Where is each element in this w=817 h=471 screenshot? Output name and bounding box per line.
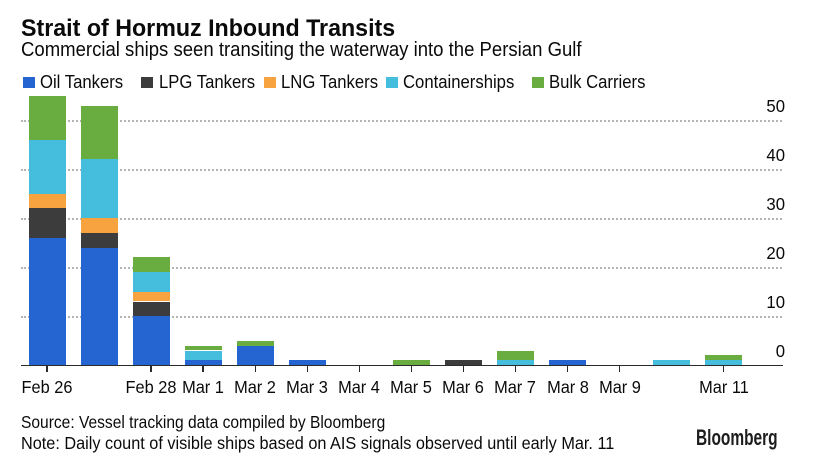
y-axis-label-30: 30 bbox=[765, 194, 785, 214]
x-axis-label-mar-1: Mar 1 bbox=[182, 377, 225, 397]
x-axis-label-mar-11: Mar 11 bbox=[698, 377, 749, 397]
bar-feb-27-lng-tankers bbox=[80, 218, 118, 233]
bloomberg-logo: Bloomberg bbox=[695, 425, 778, 450]
x-axis-line bbox=[21, 364, 783, 366]
bar-mar-6-lpg-tankers bbox=[444, 360, 482, 366]
bar-feb-28-oil-tankers bbox=[132, 316, 170, 366]
legend-label-oil-tankers: Oil Tankers bbox=[40, 71, 124, 92]
x-axis-label-mar-5: Mar 5 bbox=[390, 377, 433, 397]
bar-feb-26-bulk-carriers bbox=[28, 95, 66, 140]
legend-label-lng-tankers: LNG Tankers bbox=[280, 71, 378, 92]
bar-mar-5-bulk-carriers bbox=[392, 360, 430, 366]
x-axis-label-mar-8: Mar 8 bbox=[546, 377, 589, 397]
bar-feb-28-containerships bbox=[132, 272, 170, 292]
x-axis-tick bbox=[566, 365, 569, 373]
data-note: Note: Daily count of visible ships based… bbox=[21, 432, 615, 453]
x-axis-tick bbox=[410, 365, 413, 373]
x-axis-tick bbox=[358, 365, 360, 373]
bar-feb-28-lpg-tankers bbox=[132, 301, 170, 317]
x-axis-tick bbox=[150, 365, 152, 373]
legend-swatch-bulk-carriers bbox=[532, 76, 544, 88]
x-axis-tick bbox=[202, 365, 204, 373]
bar-feb-28-lng-tankers bbox=[132, 291, 170, 302]
bar-mar-1-containerships bbox=[184, 350, 222, 361]
x-axis-label-mar-2: Mar 2 bbox=[234, 377, 277, 397]
bar-mar-8-oil-tankers bbox=[549, 360, 586, 366]
y-axis-label-10: 10 bbox=[765, 292, 785, 312]
x-axis-label-mar-7: Mar 7 bbox=[494, 377, 537, 397]
y-axis-label-50: 50 bbox=[765, 96, 785, 116]
bar-mar-2-bulk-carriers bbox=[236, 340, 274, 346]
gridline-10 bbox=[21, 315, 782, 318]
y-axis-label-40: 40 bbox=[765, 145, 785, 165]
x-axis-tick bbox=[46, 365, 48, 373]
bar-mar-11-containerships bbox=[705, 360, 743, 366]
x-axis-tick bbox=[462, 365, 465, 373]
bar-mar-1-oil-tankers bbox=[184, 360, 222, 366]
x-axis-tick bbox=[254, 365, 256, 373]
x-axis-label-feb-28: Feb 28 bbox=[125, 377, 177, 397]
x-axis-tick bbox=[306, 365, 308, 373]
y-axis-label-20: 20 bbox=[765, 243, 785, 263]
x-axis-tick bbox=[618, 365, 621, 373]
bar-feb-28-bulk-carriers bbox=[132, 257, 170, 273]
bar-feb-26-lpg-tankers bbox=[28, 208, 66, 238]
legend-swatch-lng-tankers bbox=[263, 76, 276, 88]
bar-feb-27-lpg-tankers bbox=[80, 232, 118, 248]
bar-feb-27-containerships bbox=[80, 159, 118, 219]
legend-swatch-oil-tankers bbox=[22, 76, 35, 88]
x-axis-label-feb-26: Feb 26 bbox=[21, 377, 73, 397]
bar-mar-1-bulk-carriers bbox=[184, 345, 222, 351]
x-axis-label-mar-4: Mar 4 bbox=[338, 377, 381, 397]
bar-feb-27-oil-tankers bbox=[80, 247, 118, 366]
legend-label-bulk-carriers: Bulk Carriers bbox=[549, 71, 646, 92]
chart-subtitle: Commercial ships seen transiting the wat… bbox=[21, 39, 582, 61]
legend-swatch-lpg-tankers bbox=[141, 76, 154, 88]
gridline-40 bbox=[21, 168, 782, 171]
bar-mar-11-bulk-carriers bbox=[705, 355, 743, 361]
source-note: Source: Vessel tracking data compiled by… bbox=[21, 411, 386, 432]
x-axis-label-mar-3: Mar 3 bbox=[286, 377, 329, 397]
x-axis-tick bbox=[514, 365, 517, 373]
legend-swatch-containerships bbox=[385, 76, 398, 88]
x-axis-tick bbox=[722, 365, 725, 373]
y-axis-label-0: 0 bbox=[775, 341, 785, 361]
gridline-30 bbox=[21, 217, 782, 220]
x-axis-label-mar-6: Mar 6 bbox=[442, 377, 485, 397]
legend-label-containerships: Containerships bbox=[403, 71, 515, 92]
bar-feb-26-containerships bbox=[28, 139, 66, 194]
legend-label-lpg-tankers: LPG Tankers bbox=[158, 71, 255, 92]
chart-title: Strait of Hormuz Inbound Transits bbox=[21, 15, 396, 42]
bar-feb-26-lng-tankers bbox=[28, 193, 66, 209]
bar-mar-2-oil-tankers bbox=[236, 345, 274, 366]
bar-mar-3-oil-tankers bbox=[288, 360, 326, 366]
gridline-20 bbox=[21, 266, 782, 269]
x-axis-label-mar-9: Mar 9 bbox=[598, 377, 641, 397]
bar-feb-27-bulk-carriers bbox=[80, 105, 118, 160]
gridline-50 bbox=[21, 119, 782, 122]
bar-mar-7-bulk-carriers bbox=[496, 350, 534, 361]
bar-mar-7-containerships bbox=[496, 360, 534, 366]
bar-feb-26-oil-tankers bbox=[28, 237, 66, 366]
bar-mar-10-containerships bbox=[653, 360, 691, 366]
